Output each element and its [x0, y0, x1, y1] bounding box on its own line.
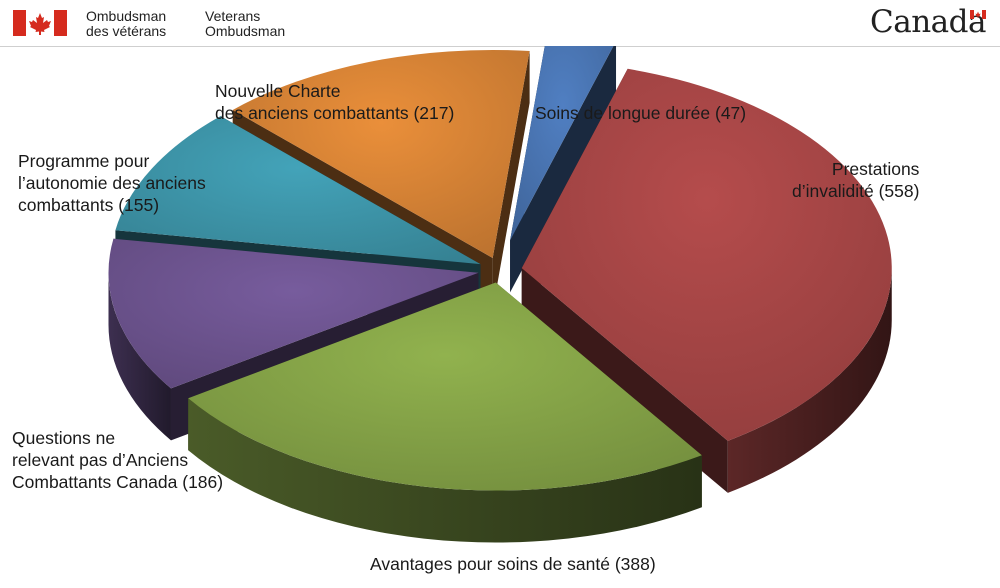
slice-side-wall: [492, 51, 530, 310]
slice-top: [232, 49, 530, 258]
slice-label-line: Programme pour: [18, 151, 150, 171]
slice-label: Programme pour l’autonomie des anciens com…: [18, 150, 206, 216]
slice-label: Soins de longue durée (47): [535, 102, 746, 124]
canada-wordmark: Canada: [870, 4, 986, 40]
slice-label-line: Avantages pour soins de santé (388): [370, 554, 656, 574]
site-header: Ombudsman des vétérans Veterans Ombudsma…: [0, 0, 1000, 47]
slice-top: [188, 282, 702, 491]
slice-label: Nouvelle Charte des anciens combattants (…: [215, 80, 454, 124]
slice-side-wall: [510, 46, 617, 293]
slice-label-line: Soins de longue durée (47): [535, 103, 747, 123]
canada-flag-icon: [13, 10, 67, 36]
slice-label-line: des anciens combattants (217): [215, 103, 455, 123]
slice-top: [108, 238, 479, 389]
slice-label-line: Nouvelle Charte: [215, 81, 341, 101]
slice-label: Prestations d’invalidité (558): [792, 158, 919, 202]
slice-top: [521, 68, 892, 441]
slice-outer-wall: [188, 398, 702, 543]
slice-label: Questions ne relevant pas d’Anciens Combat…: [12, 427, 223, 493]
pie-chart: [108, 46, 892, 543]
slice-label-line: d’invalidité (558): [792, 181, 920, 201]
slice-label-line: Prestations: [831, 159, 920, 179]
pie-slice: [188, 282, 702, 543]
slice-outer-wall: [727, 268, 892, 493]
slice-top: [510, 46, 614, 241]
org-name-english: Veterans Ombudsman: [205, 8, 286, 39]
org-name-french: Ombudsman des vétérans: [86, 8, 167, 39]
slice-label-line: relevant pas d’Anciens: [12, 450, 189, 470]
slice-label-line: l’autonomie des anciens: [18, 173, 206, 193]
wordmark-flag-icon: [970, 10, 986, 19]
slice-label: Avantages pour soins de santé (388): [370, 553, 656, 575]
pie-slice: [510, 46, 617, 293]
slice-label-line: Combattants Canada (186): [12, 472, 224, 492]
slice-top: [115, 116, 481, 265]
slice-outer-wall: [108, 272, 171, 441]
slice-label-line: Questions ne: [12, 428, 116, 448]
slice-label-line: combattants (155): [18, 195, 160, 215]
